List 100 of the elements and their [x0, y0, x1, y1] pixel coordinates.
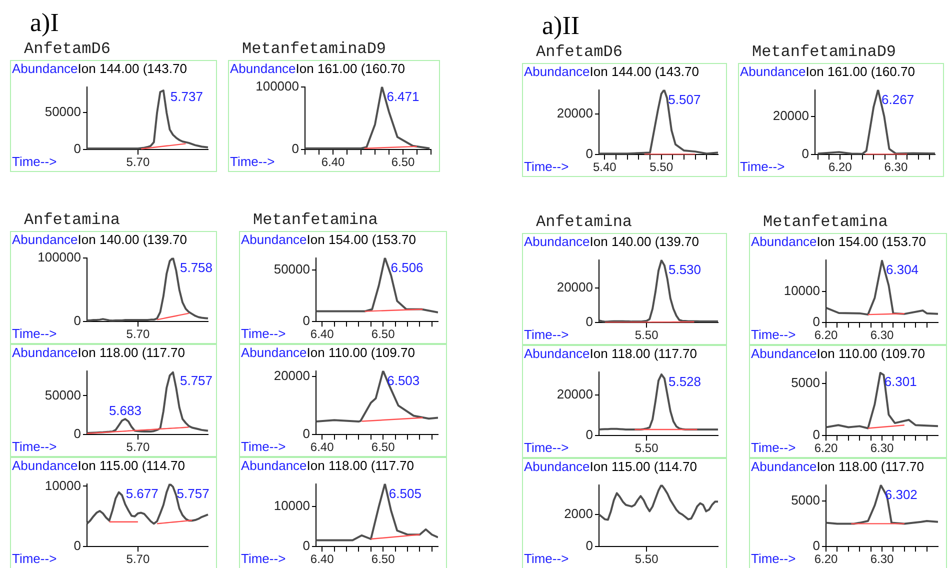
- chart-subtitle: Ion 115.00 (114.70: [78, 458, 185, 473]
- y-axis-title: Abundance: [12, 232, 78, 247]
- x-axis-title: Time-->: [241, 551, 286, 566]
- y-axis-title: Abundance: [241, 232, 307, 247]
- text: a)I: [30, 8, 59, 38]
- x-tick-label: 6.40: [321, 155, 345, 170]
- x-tick-label: 5.70: [126, 440, 150, 454]
- x-tick-label: 5.70: [126, 327, 150, 342]
- x-tick-label: 5.40: [592, 160, 617, 174]
- y-tick-label: 0: [302, 538, 310, 554]
- y-tick-label: 20000: [772, 108, 809, 124]
- chart-subtitle: Ion 110.00 (109.70: [816, 346, 925, 361]
- annotation: 6.267: [882, 92, 914, 107]
- y-tick-label: 0: [586, 538, 593, 554]
- chart-title: Metanfetamina: [763, 213, 888, 231]
- chart-subtitle: Ion 161.00 (160.70: [806, 64, 915, 79]
- annotation: 5.528: [668, 374, 702, 389]
- chart-subtitle: Ion 118.00 (117.70: [78, 345, 185, 360]
- annotation: 5.683: [108, 403, 142, 418]
- chart-subtitle: Ion 140.00 (139.70: [590, 234, 699, 249]
- x-tick-label: 6.30: [870, 552, 894, 566]
- chart-title: Anfetamina: [24, 211, 120, 229]
- y-tick-label: 0: [812, 314, 820, 330]
- x-tick-label: 6.20: [814, 328, 838, 342]
- y-tick-label: 50000: [274, 262, 310, 277]
- y-axis-title: Abundance: [524, 459, 590, 474]
- x-tick-label: 5.50: [650, 160, 674, 174]
- annotation: 5.677: [126, 486, 158, 501]
- y-axis-title: Abundance: [241, 345, 307, 360]
- x-tick-label: 6.50: [371, 440, 396, 454]
- y-tick-label: 10000: [274, 498, 310, 514]
- y-axis-title: Abundance: [751, 459, 817, 474]
- y-tick-label: 5000: [791, 374, 820, 390]
- x-tick-label: 6.20: [814, 552, 838, 566]
- y-axis-title: Abundance: [241, 458, 307, 473]
- annotation: 6.506: [390, 260, 424, 275]
- y-tick-label: 20000: [556, 280, 593, 295]
- annotation: 6.505: [388, 486, 422, 501]
- chart-subtitle: Ion 140.00 (139.70: [78, 232, 187, 247]
- y-tick-label: 0: [74, 426, 81, 442]
- x-axis-title: Time-->: [12, 326, 57, 341]
- x-tick-label: 5.70: [126, 155, 150, 170]
- x-tick-label: 6.50: [371, 327, 396, 342]
- x-axis-title: Time-->: [12, 551, 57, 566]
- annotation: 5.757: [180, 372, 213, 388]
- x-axis-title: Time-->: [751, 440, 796, 455]
- x-axis-title: Time-->: [524, 551, 569, 566]
- y-tick-label: 0: [812, 538, 820, 554]
- annotation: 5.758: [180, 260, 213, 275]
- y-axis-title: Abundance: [740, 64, 806, 79]
- y-axis-title: Abundance: [524, 234, 590, 249]
- y-tick-label: 20000: [274, 368, 310, 384]
- y-tick-label: 100000: [38, 249, 81, 264]
- x-tick-label: 6.50: [371, 552, 396, 566]
- x-axis-title: Time-->: [740, 159, 785, 174]
- x-axis-title: Time-->: [751, 327, 796, 342]
- y-tick-label: 0: [302, 313, 310, 328]
- y-tick-label: 0: [292, 141, 299, 156]
- x-axis-title: Time-->: [230, 154, 275, 169]
- x-tick-label: 6.20: [814, 441, 838, 456]
- x-tick-label: 5.50: [634, 328, 659, 342]
- y-tick-label: 50000: [44, 104, 81, 120]
- y-tick-label: 0: [74, 313, 81, 328]
- annotation: 6.471: [386, 88, 420, 104]
- y-tick-label: 0: [802, 146, 809, 162]
- y-tick-label: 0: [74, 538, 81, 554]
- x-tick-label: 6.30: [870, 328, 894, 342]
- x-tick-label: 6.50: [391, 155, 415, 170]
- y-tick-label: 5000: [791, 492, 820, 508]
- y-tick-label: 100000: [256, 78, 299, 94]
- y-tick-label: 10000: [784, 283, 820, 298]
- y-tick-label: 20000: [556, 106, 593, 121]
- x-tick-label: 6.20: [828, 160, 852, 174]
- x-axis-title: Time-->: [12, 154, 57, 169]
- chart-subtitle: Ion 144.00 (143.70: [590, 64, 699, 79]
- chart-title: AnfetamD6: [24, 40, 110, 58]
- chart-title: AnfetamD6: [536, 43, 622, 61]
- y-tick-label: 0: [302, 426, 310, 442]
- y-axis-title: Abundance: [751, 234, 817, 249]
- annotation: 5.757: [176, 486, 210, 501]
- chart-subtitle: Ion 161.00 (160.70: [296, 61, 405, 76]
- x-tick-label: 6.40: [310, 440, 334, 454]
- annotation: 6.304: [886, 262, 919, 277]
- y-axis-title: Abundance: [230, 61, 296, 76]
- chart-title: MetanfetaminaD9: [752, 43, 896, 61]
- chart-title: Metanfetamina: [253, 211, 378, 229]
- y-tick-label: 0: [586, 146, 593, 162]
- y-axis-title: Abundance: [524, 346, 590, 361]
- chart-subtitle: Ion 154.00 (153.70: [306, 232, 416, 247]
- x-tick-label: 5.50: [634, 441, 659, 456]
- y-axis-title: Abundance: [12, 458, 78, 473]
- y-tick-label: 0: [586, 314, 593, 330]
- chart-title: Anfetamina: [536, 213, 632, 231]
- y-tick-label: 2000: [564, 506, 593, 522]
- chart-subtitle: Ion 110.00 (109.70: [306, 345, 415, 360]
- annotation: 5.507: [668, 92, 701, 107]
- x-tick-label: 6.30: [870, 441, 894, 456]
- x-axis-title: Time-->: [524, 159, 569, 174]
- y-axis-title: Abundance: [751, 346, 817, 361]
- x-tick-label: 6.30: [884, 160, 908, 174]
